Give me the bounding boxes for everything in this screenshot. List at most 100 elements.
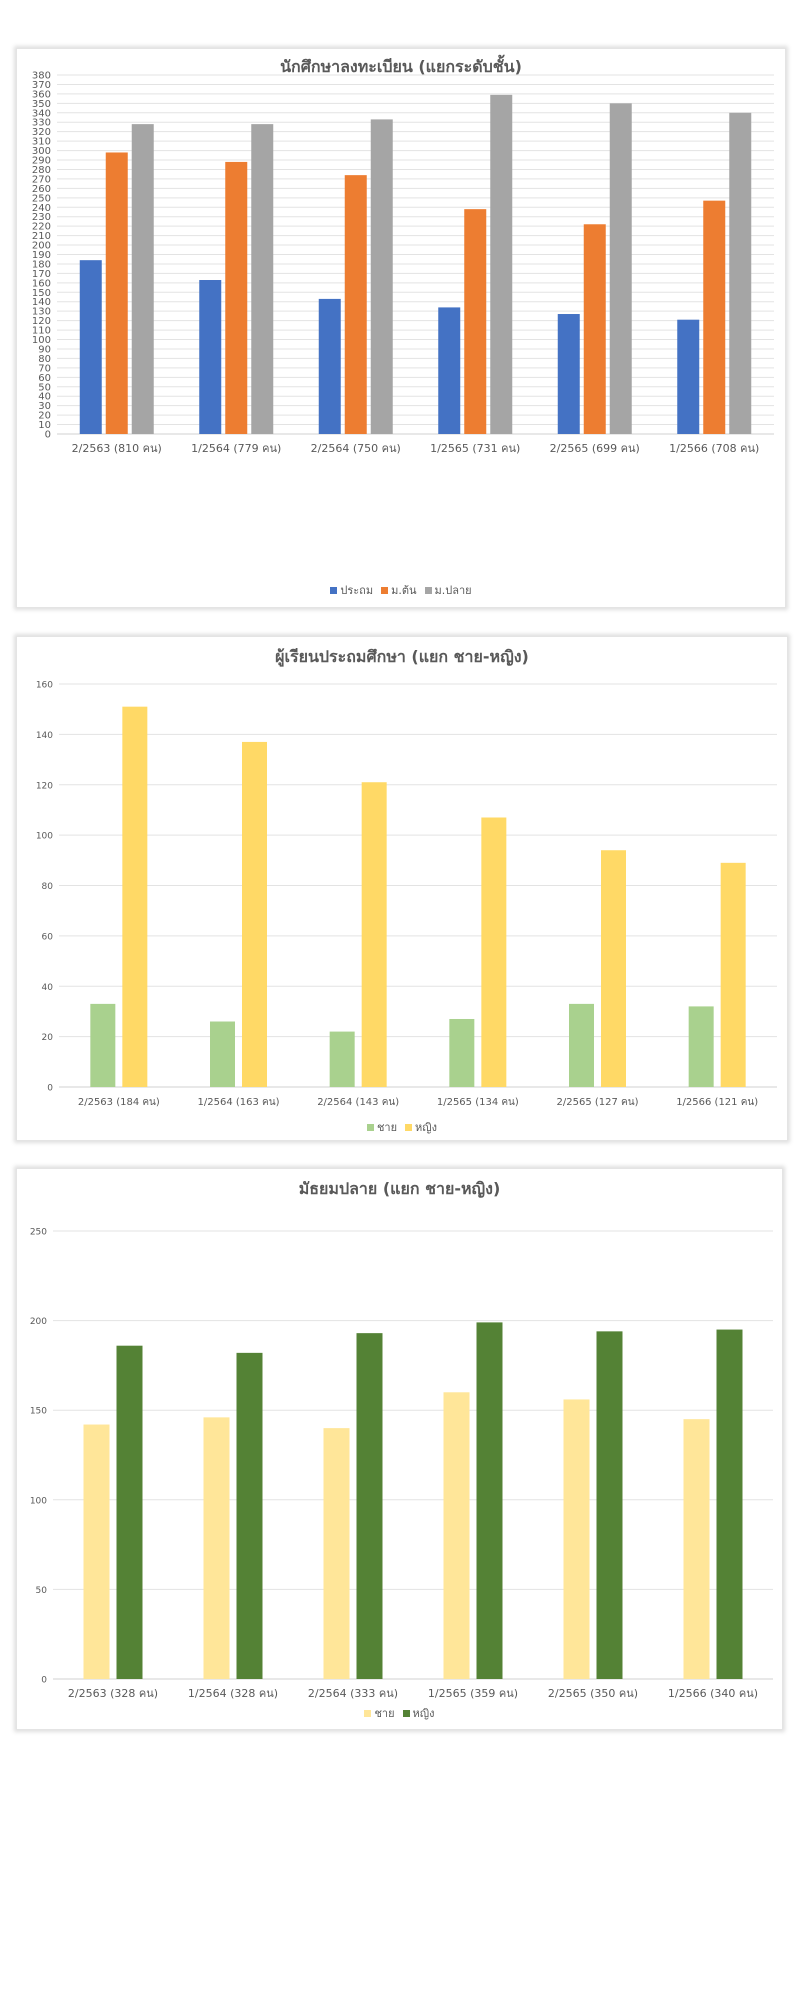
x-tick-label: 2/2563 (810 คน) — [72, 442, 162, 455]
bar: ม.ปลาย: 328 — [131, 124, 154, 434]
x-tick-label: 2/2564 (143 คน) — [317, 1097, 399, 1108]
bar: ชาย: 33 — [90, 1003, 116, 1087]
bar: หญิง: 182 — [236, 1352, 263, 1679]
y-tick-label: 40 — [42, 983, 54, 993]
legend-swatch — [330, 586, 338, 594]
bar: ม.ปลาย: 328 — [251, 124, 274, 434]
bar: ม.ปลาย: 359 — [490, 94, 513, 434]
legend-swatch — [364, 1709, 372, 1717]
legend-label: ประถม — [340, 584, 374, 597]
y-tick-label: 240 — [32, 203, 51, 214]
x-tick-label: 1/2565 (731 คน) — [430, 442, 520, 455]
chart-legend: ชาย หญิง — [17, 1704, 782, 1722]
y-tick-label: 0 — [47, 1084, 53, 1094]
x-tick-label: 1/2564 (163 คน) — [198, 1097, 280, 1108]
bar: ชาย: 160 — [443, 1392, 470, 1679]
y-tick-label: 10 — [38, 420, 51, 431]
y-tick-label: 100 — [32, 335, 51, 346]
y-tick-label: 30 — [38, 401, 51, 412]
chart-primary-by-gender: 020406080100120140160ชาย: 33หญิง: 1512/2… — [36, 681, 777, 1108]
legend-item: ม.ต้น — [381, 581, 417, 599]
legend-swatch — [405, 1123, 413, 1131]
legend-label: ม.ปลาย — [434, 584, 472, 597]
bar: ชาย: 27 — [449, 1018, 475, 1087]
y-tick-label: 320 — [32, 127, 51, 138]
chart-legend: ประถม ม.ต้น ม.ปลาย — [17, 581, 785, 599]
legend-item: ประถม — [330, 581, 373, 599]
y-tick-label: 350 — [32, 99, 51, 110]
y-tick-label: 110 — [32, 326, 51, 337]
bar: หญิง: 89 — [720, 862, 746, 1087]
bar: หญิง: 194 — [596, 1331, 623, 1679]
y-tick-label: 200 — [32, 241, 51, 252]
y-tick-label: 0 — [45, 430, 51, 441]
y-tick-label: 50 — [36, 1586, 48, 1596]
chart-card-upper-secondary-by-gender: มัธยมปลาย (แยก ชาย-หญิง) 0 50 100 150 200 250… — [16, 1168, 783, 1730]
y-tick-label: 180 — [32, 259, 51, 270]
bar: ม.ต้น: 288 — [225, 161, 248, 435]
legend-swatch — [424, 586, 432, 594]
bar: ม.ปลาย: 340 — [729, 112, 752, 434]
y-tick-label: 340 — [32, 108, 51, 119]
y-tick-label: 380 — [32, 71, 51, 82]
bar: หญิง: 193 — [356, 1333, 383, 1679]
bar: ชาย: 145 — [683, 1419, 710, 1679]
y-tick-label: 140 — [36, 731, 53, 741]
y-tick-label: 130 — [32, 307, 51, 318]
chart-upper-secondary-by-gender: 0 50 100 150 200 250 ชาย: 142หญิง: 186 2/2563 (… — [30, 1228, 773, 1700]
y-tick-label: 300 — [32, 146, 51, 157]
y-tick-label: 60 — [38, 373, 51, 384]
y-tick-label: 70 — [38, 363, 51, 374]
bar: หญิง: 151 — [122, 706, 148, 1087]
x-tick-label: 2/2565 (350 คน) — [548, 1687, 638, 1700]
x-tick-label: 2/2563 (328 คน) — [68, 1687, 158, 1700]
bar: ม.ปลาย: 350 — [609, 103, 632, 434]
y-tick-label: 20 — [42, 1033, 54, 1043]
legend-label: หญิง — [412, 1707, 435, 1720]
legend-label: หญิง — [415, 1121, 438, 1134]
x-tick-label: 1/2565 (359 คน) — [428, 1687, 518, 1700]
x-tick-label: 1/2566 (121 คน) — [676, 1097, 758, 1108]
legend-swatch — [402, 1709, 410, 1717]
y-tick-label: 120 — [36, 781, 53, 791]
bar: หญิง: 121 — [361, 782, 387, 1087]
legend-item: หญิง — [405, 1118, 437, 1136]
bar: ประถม: 143 — [318, 298, 341, 434]
y-tick-label: 330 — [32, 118, 51, 129]
y-tick-label: 160 — [32, 278, 51, 289]
bar: ประถม: 134 — [438, 307, 461, 434]
legend-item: หญิง — [402, 1704, 435, 1722]
x-tick-label: 2/2564 (333 คน) — [308, 1687, 398, 1700]
y-tick-label: 40 — [38, 392, 51, 403]
bar: ชาย: 22 — [329, 1031, 355, 1087]
bar: ประถม: 127 — [557, 314, 580, 434]
bar: ชาย: 142 — [83, 1424, 110, 1679]
y-tick-label: 80 — [38, 354, 51, 365]
x-tick-label: 1/2566 (340 คน) — [668, 1687, 758, 1700]
bar: ม.ต้น: 238 — [464, 209, 487, 434]
bar: ประถม: 184 — [79, 260, 102, 434]
y-tick-label: 190 — [32, 250, 51, 261]
y-tick-label: 140 — [32, 297, 51, 308]
bar: หญิง: 94 — [601, 850, 626, 1087]
x-tick-label: 1/2566 (708 คน) — [669, 442, 759, 455]
x-tick-label: 1/2564 (779 คน) — [191, 442, 281, 455]
bar: ชาย: 32 — [688, 1006, 714, 1087]
y-tick-label: 310 — [32, 137, 51, 148]
x-tick-label: 2/2564 (750 คน) — [311, 442, 401, 455]
y-tick-label: 0 — [41, 1676, 47, 1686]
bar: หญิง: 195 — [716, 1329, 743, 1679]
bar: ม.ต้น: 298 — [105, 152, 128, 434]
y-tick-label: 100 — [30, 1496, 47, 1506]
y-tick-label: 260 — [32, 184, 51, 195]
y-tick-label: 370 — [32, 80, 51, 91]
legend-label: ม.ต้น — [391, 584, 417, 597]
y-tick-label: 80 — [42, 882, 54, 892]
y-tick-label: 270 — [32, 174, 51, 185]
bar: ม.ต้น: 222 — [583, 224, 606, 434]
x-tick-label: 1/2565 (134 คน) — [437, 1097, 519, 1108]
x-tick-label: 2/2563 (184 คน) — [78, 1097, 160, 1108]
legend-label: ชาย — [376, 1121, 398, 1134]
y-tick-label: 90 — [38, 344, 51, 355]
bar: หญิง: 199 — [476, 1322, 503, 1679]
